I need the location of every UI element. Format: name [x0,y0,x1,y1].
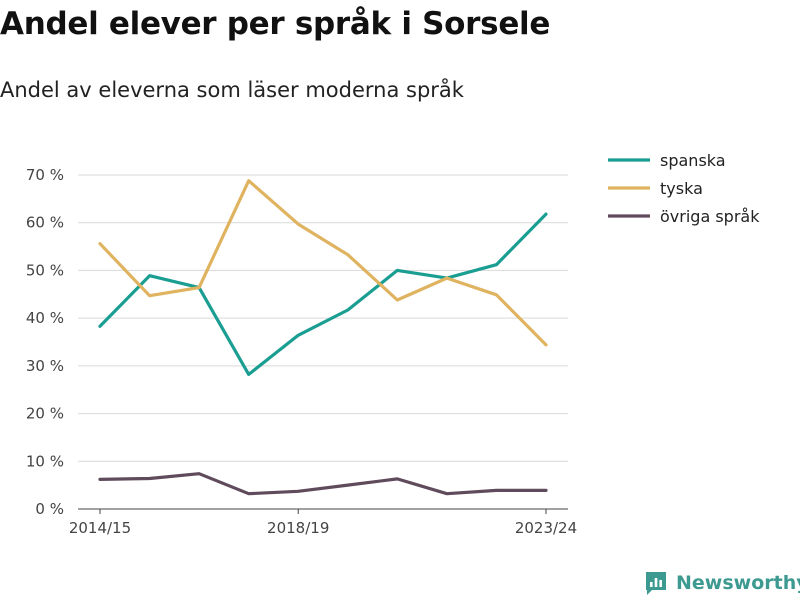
x-tick-label: 2014/15 [69,519,131,537]
y-tick-label: 30 % [26,357,64,375]
y-tick-label: 50 % [26,261,64,279]
legend-label: tyska [660,179,703,198]
chart-subtitle: Andel av eleverna som läser moderna språ… [0,78,464,102]
newsworthy-logo: Newsworthy [644,570,800,596]
y-tick-label: 10 % [26,452,64,470]
series-line-1 [98,179,548,347]
y-tick-label: 20 % [26,405,64,423]
legend: spanska tyska övriga språk [608,151,760,226]
y-tick-label: 40 % [26,309,64,327]
legend-label: spanska [660,151,726,170]
chart-title: Andel elever per språk i Sorsele [0,6,551,42]
series-layer [98,179,548,496]
y-tick-label: 70 % [26,166,64,184]
series-line-2 [98,472,548,496]
legend-label: övriga språk [660,207,760,226]
newsworthy-logo-icon [646,572,666,595]
x-tick-label: 2023/24 [515,519,577,537]
brand-name: Newsworthy [676,572,800,594]
series-line-0 [98,212,548,376]
x-tick-label: 2018/19 [267,519,329,537]
axis-layer: 0 % 10 % 20 % 30 % 40 % 50 % 60 % 70 % 2014/15 20… [26,166,577,537]
y-tick-label: 0 % [35,500,64,518]
y-tick-label: 60 % [26,214,64,232]
grid-layer [78,174,568,462]
